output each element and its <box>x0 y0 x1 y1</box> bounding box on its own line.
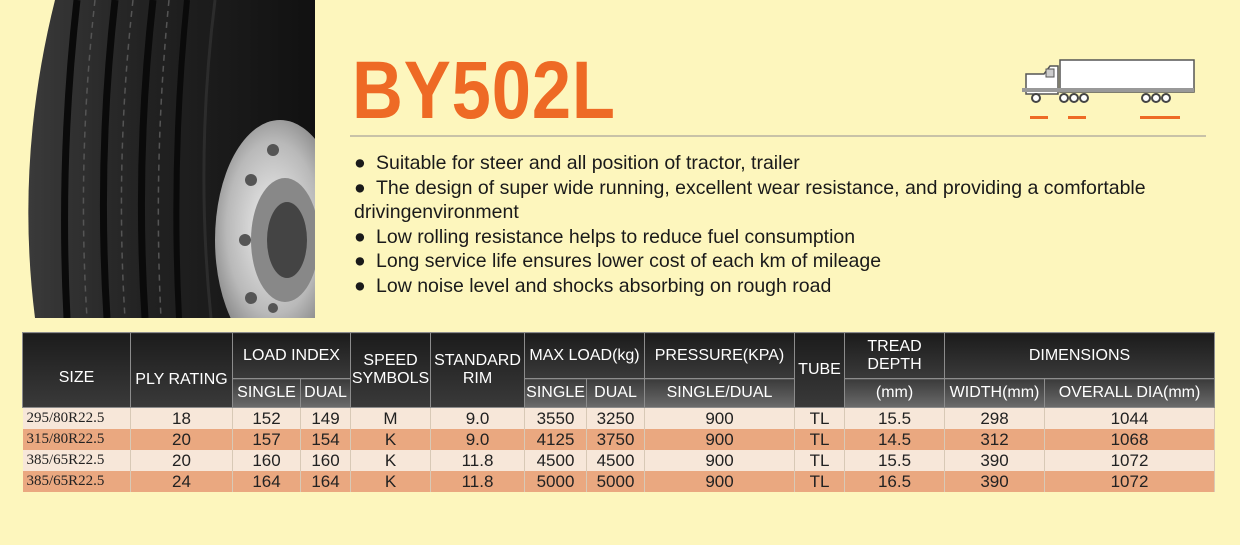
header-standard-rim: STANDARD RIM <box>430 332 526 408</box>
header-dimensions: DIMENSIONS <box>944 332 1216 379</box>
product-model-title: BY502L <box>352 45 616 136</box>
header-tube: TUBE <box>794 332 846 408</box>
feature-item: ● The design of super wide running, excel… <box>354 176 1146 224</box>
bullet-icon: ● <box>354 225 366 248</box>
header-load-dual: DUAL <box>299 378 352 408</box>
tire-image <box>15 0 315 318</box>
header-tread-unit: (mm) <box>844 378 946 408</box>
header-max-load: MAX LOAD(kg) <box>524 332 646 379</box>
header-ply-rating: PLY RATING <box>130 332 233 408</box>
feature-item: ● Low rolling resistance helps to reduce … <box>354 225 856 248</box>
header-single-dual: SINGLE/DUAL <box>644 378 796 408</box>
bullet-icon: ● <box>354 250 366 272</box>
header-maxload-dual: DUAL <box>586 378 646 408</box>
table-row: 385/65R22.5 24 164 164 K 11.8 5000 5000 … <box>22 471 1216 492</box>
divider <box>350 135 1206 137</box>
header-load-single: SINGLE <box>232 378 301 408</box>
header-size: SIZE <box>22 332 131 408</box>
header-width: WIDTH(mm) <box>944 378 1046 408</box>
feature-item: ● Suitable for steer and all position of … <box>354 152 800 174</box>
header-load-index: LOAD INDEX <box>231 332 352 379</box>
spec-table: SIZE PLY RATING LOAD INDEX SPEED SYMBOLS… <box>22 332 1216 492</box>
feature-list: ● Suitable for steer and all position of … <box>354 151 1214 298</box>
table-row: 295/80R22.5 18 152 149 M 9.0 3550 3250 9… <box>22 407 1216 429</box>
tractor-trailer-position-icon <box>1022 59 1195 119</box>
feature-item: ● Long service life ensures lower cost of… <box>354 250 882 272</box>
table-row: 385/65R22.5 20 160 160 K 11.8 4500 4500 … <box>22 450 1216 471</box>
header-speed-symbols: SPEED SYMBOLS <box>350 332 432 408</box>
header-overall-dia: OVERALL DIA(mm) <box>1044 378 1216 408</box>
header-tread-depth: TREAD DEPTH <box>844 332 946 379</box>
feature-item: ● Low noise level and shocks absorbing on… <box>354 274 832 297</box>
header-maxload-single: SINGLE <box>524 378 588 408</box>
table-subheader-row: SINGLE DUAL SINGLE DUAL SINGLE/DUAL (mm)… <box>23 378 1216 408</box>
bullet-icon: ● <box>354 152 366 174</box>
table-header-row: SIZE PLY RATING LOAD INDEX SPEED SYMBOLS… <box>22 332 1216 408</box>
bullet-icon: ● <box>354 274 366 297</box>
header-pressure: PRESSURE(KPA) <box>644 332 796 379</box>
table-row: 315/80R22.5 20 157 154 K 9.0 4125 3750 9… <box>22 429 1216 450</box>
bullet-icon: ● <box>354 176 366 199</box>
